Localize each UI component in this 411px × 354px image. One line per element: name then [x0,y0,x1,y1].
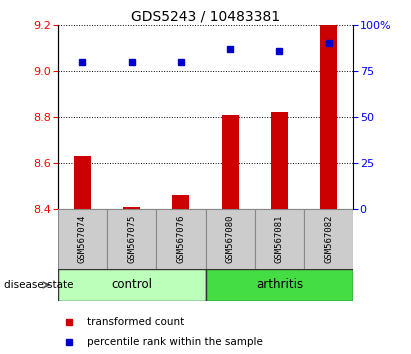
Text: arthritis: arthritis [256,279,303,291]
Text: control: control [111,279,152,291]
Bar [206,209,255,269]
Text: transformed count: transformed count [87,318,185,327]
Bar [74,156,91,209]
Bar [172,195,189,209]
Bar [206,269,353,301]
Text: GSM567076: GSM567076 [176,215,185,263]
Title: GDS5243 / 10483381: GDS5243 / 10483381 [131,10,280,24]
Bar [222,115,239,209]
Bar [58,209,107,269]
Text: percentile rank within the sample: percentile rank within the sample [87,337,263,347]
Bar [58,269,206,301]
Bar [320,25,337,209]
Text: GSM567082: GSM567082 [324,215,333,263]
Text: GSM567074: GSM567074 [78,215,87,263]
Bar [304,209,353,269]
Text: disease state: disease state [4,280,74,290]
Bar [107,209,156,269]
Text: GSM567081: GSM567081 [275,215,284,263]
Bar [271,112,288,209]
Bar [156,209,206,269]
Bar [255,209,304,269]
Text: GSM567075: GSM567075 [127,215,136,263]
Bar [123,207,140,209]
Text: GSM567080: GSM567080 [226,215,235,263]
